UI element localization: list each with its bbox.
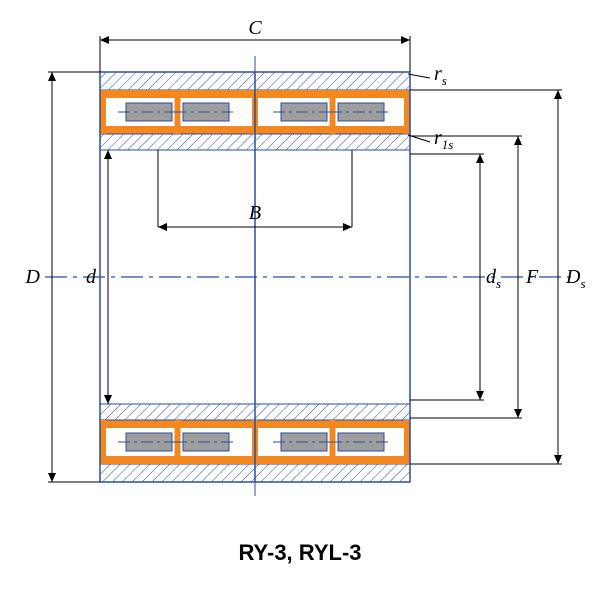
dim-label-r1s: r1s <box>434 127 453 152</box>
dim-label-ds: ds <box>486 266 501 291</box>
dim-label-F: F <box>525 266 539 288</box>
dim-label-d: d <box>86 266 97 288</box>
dim-label-C: C <box>248 17 262 39</box>
dim-label-Ds: Ds <box>565 266 586 291</box>
dim-label-D: D <box>25 266 41 288</box>
dim-label-rs: rs <box>434 63 447 88</box>
figure-caption: RY-3, RYL-3 <box>238 540 361 565</box>
dim-label-B: B <box>249 202 261 224</box>
